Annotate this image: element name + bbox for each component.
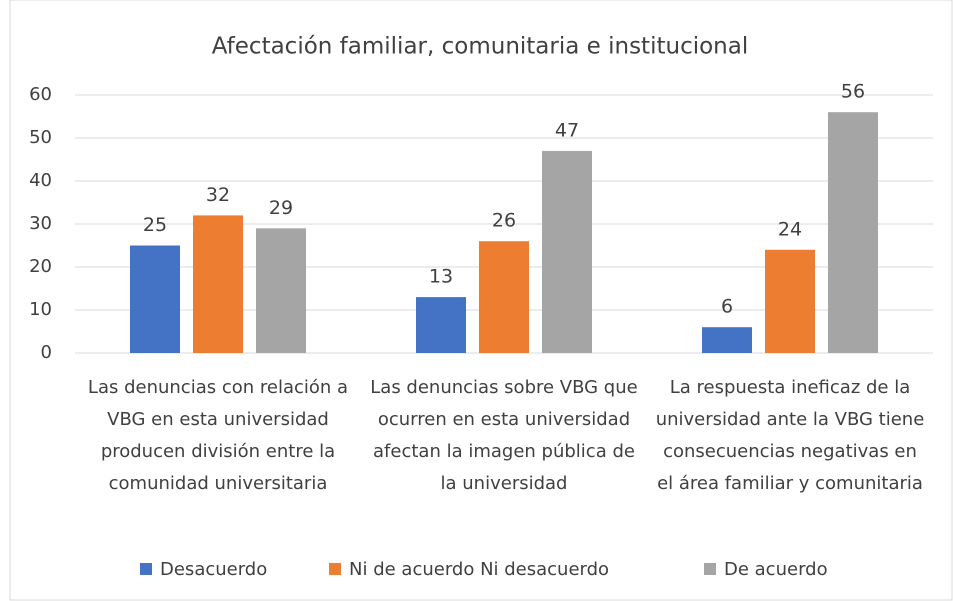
bar (542, 150, 592, 353)
legend-label: Desacuerdo (160, 559, 267, 580)
data-label: 13 (429, 266, 453, 288)
data-label: 32 (206, 184, 230, 206)
bar (828, 112, 878, 353)
x-tick-label: Las denuncias sobre VBG que ocurren en e… (370, 377, 638, 494)
legend-label: De acuerdo (724, 559, 828, 580)
data-label: 25 (143, 214, 167, 236)
y-tick-label: 50 (29, 127, 52, 148)
legend-swatch (704, 563, 716, 575)
data-label: 24 (778, 218, 802, 240)
x-tick-label: La respuesta ineficaz de la universidad … (655, 377, 925, 494)
bar (765, 249, 815, 353)
bar (256, 228, 306, 353)
y-tick-label: 60 (29, 84, 52, 105)
legend-swatch (140, 563, 152, 575)
y-tick-label: 0 (41, 342, 52, 363)
data-label: 6 (721, 296, 733, 318)
data-label: 47 (555, 119, 579, 141)
y-tick-label: 10 (29, 299, 52, 320)
bar (702, 327, 752, 353)
legend-swatch (329, 563, 341, 575)
bar (193, 215, 243, 353)
y-tick-label: 30 (29, 213, 52, 234)
data-label: 29 (269, 197, 293, 219)
data-label: 26 (492, 210, 516, 232)
data-label: 56 (841, 81, 865, 103)
bar (130, 245, 180, 353)
chart-title: Afectación familiar, comunitaria e insti… (212, 34, 748, 60)
x-tick-label: Las denuncias con relación a VBG en esta… (87, 377, 349, 494)
y-tick-label: 40 (29, 170, 52, 191)
y-tick-label: 20 (29, 256, 52, 277)
bar (416, 297, 466, 353)
bar (479, 241, 529, 353)
legend-label: Ni de acuerdo Ni desacuerdo (349, 559, 609, 580)
